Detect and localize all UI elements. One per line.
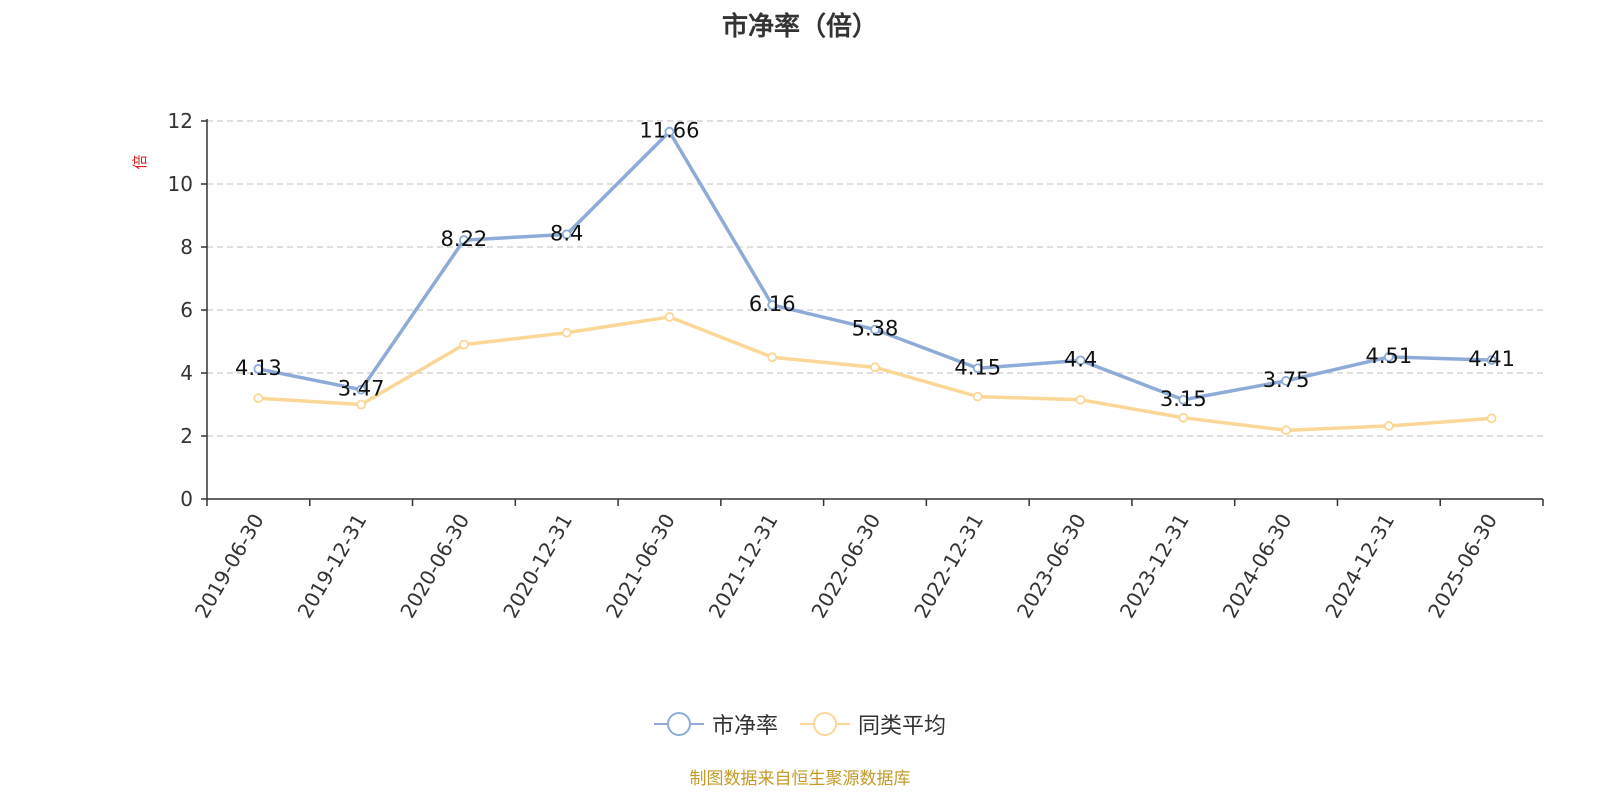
chart-title: 市净率（倍） [721, 12, 878, 42]
x-tick-label: 2021-06-30 [601, 510, 680, 623]
x-tick-label: 2023-12-31 [1115, 510, 1194, 623]
x-tick-label: 2022-06-30 [806, 510, 885, 623]
x-tick-label: 2025-06-30 [1423, 510, 1502, 623]
series-lines [253, 126, 1497, 436]
data-point [459, 235, 469, 245]
grid-lines [207, 120, 1543, 437]
legend-label: 市净率 [711, 714, 778, 739]
y-tick-label: 12 [168, 109, 193, 133]
data-label: 4.41 [1468, 347, 1515, 371]
y-tick-label: 0 [180, 487, 193, 511]
data-labels: 4.13 3.47 8.22 8.4 11.66 6.16 5.38 4.15 4.4 3.15 3… [235, 119, 1515, 411]
data-label: 8.4 [550, 221, 583, 245]
data-point [356, 399, 367, 410]
data-point [664, 126, 675, 137]
data-point [1075, 394, 1086, 405]
y-tick-label: 2 [180, 424, 193, 448]
legend-item[interactable]: 市净率 [653, 708, 778, 740]
data-point [1178, 394, 1189, 405]
data-point [253, 393, 264, 404]
data-point [767, 300, 778, 310]
data-label: 4.51 [1365, 344, 1412, 368]
data-point [253, 364, 264, 374]
data-point [972, 363, 983, 374]
data-point [870, 362, 880, 373]
data-point [1383, 352, 1394, 362]
data-point [1178, 412, 1189, 423]
data-point [561, 327, 572, 338]
x-tick-label: 2020-06-30 [395, 510, 474, 623]
x-tick-label: 2020-12-31 [498, 510, 577, 623]
x-tick-label: 2024-06-30 [1218, 510, 1297, 623]
data-label: 3.75 [1263, 368, 1310, 392]
data-point [767, 352, 778, 363]
data-label: 5.38 [852, 317, 899, 341]
x-tick-label: 2024-12-31 [1320, 510, 1399, 623]
data-label: 3.47 [338, 377, 385, 401]
x-tick-label: 2022-12-31 [909, 510, 988, 623]
data-label: 3.15 [1160, 387, 1207, 411]
x-tick-label: 2019-12-31 [293, 510, 372, 623]
legend-item[interactable]: 同类平均 [800, 708, 946, 740]
axes: 0 2 4 6 8 10 12 倍 2019-06-30 2019-12-31 2020-06-30… [131, 109, 1544, 623]
x-tick-label: 2019-06-30 [190, 510, 269, 623]
data-point [1281, 375, 1291, 386]
legend: 市净率 同类平均 [0, 708, 1600, 740]
y-tick-label: 10 [168, 172, 193, 196]
data-label: 6.16 [749, 292, 796, 316]
x-tick-label: 2021-12-31 [704, 510, 783, 623]
source-note: 制图数据来自恒生聚源数据库 [689, 769, 911, 789]
y-tick-label: 4 [180, 361, 193, 385]
data-label: 8.22 [441, 227, 488, 251]
data-point [1486, 413, 1497, 424]
data-point [1486, 355, 1497, 365]
data-label: 4.15 [954, 355, 1001, 379]
y-tick-label: 8 [180, 235, 193, 259]
data-point [972, 391, 983, 402]
data-point [1281, 425, 1291, 436]
x-tick-label: 2023-06-30 [1012, 510, 1091, 623]
data-point [356, 384, 367, 395]
data-point [1383, 421, 1394, 431]
y-tick-label: 6 [180, 298, 193, 322]
series-line-1 [258, 129, 1492, 402]
legend-marker-icon [800, 710, 850, 738]
data-label: 4.4 [1064, 347, 1097, 371]
y-axis-label: 倍 [131, 154, 149, 169]
data-point [1075, 355, 1086, 366]
data-point [870, 324, 880, 335]
data-label: 4.13 [235, 356, 282, 380]
data-point [664, 312, 675, 322]
data-point [459, 339, 469, 350]
legend-label: 同类平均 [858, 714, 947, 739]
data-point [561, 229, 572, 240]
data-label: 11.66 [639, 119, 699, 143]
legend-marker-icon [653, 710, 704, 738]
